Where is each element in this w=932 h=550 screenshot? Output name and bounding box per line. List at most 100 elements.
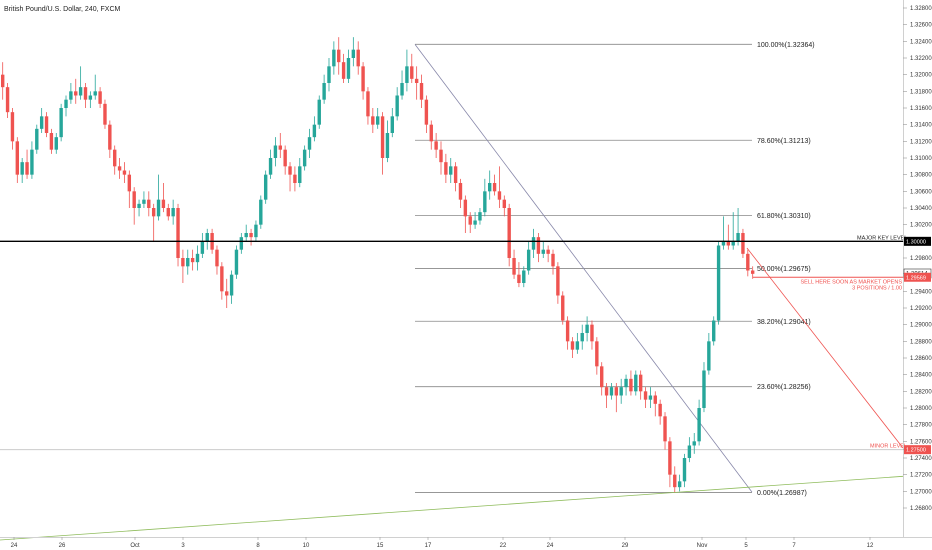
candle (44, 112, 49, 138)
candle-body (526, 249, 531, 271)
time-axis[interactable]: 24 26 Oct 3 8 10 15 17 22 24 29 Nov 5 7 12 (11, 537, 874, 549)
candle (327, 58, 331, 92)
candle (677, 474, 682, 492)
candle (492, 174, 497, 196)
candle-body (712, 320, 716, 342)
time-tick-label: 24 (547, 543, 554, 549)
price-tick: 1.32000 (903, 73, 932, 79)
candle-body (1, 74, 5, 88)
time-tick-label: Nov (697, 543, 708, 549)
candle (565, 316, 570, 350)
candle (307, 128, 312, 158)
candle (741, 228, 745, 258)
price-tick: 1.29400 (903, 289, 932, 295)
price-tick-label: 1.28800 (910, 339, 932, 345)
price-tick-label: 1.32800 (910, 6, 932, 12)
candle-body (54, 137, 58, 150)
candle (726, 224, 731, 250)
price-tick-label: 1.27800 (910, 423, 932, 429)
candle (449, 158, 453, 183)
candle (395, 87, 399, 121)
falling-trendline (414, 44, 753, 493)
candle-body (478, 212, 482, 221)
sell-note-line-2: 3 POSITIONS / 1.00 (852, 285, 902, 291)
candle-body (171, 208, 175, 217)
price-tick-label: 1.28600 (910, 356, 932, 362)
price-tick-label: 1.29400 (910, 289, 932, 295)
candle-body (20, 162, 24, 175)
time-tick: 5 (744, 537, 748, 549)
candle (346, 49, 351, 83)
candle (512, 249, 516, 279)
candle-body (215, 249, 219, 267)
candle (249, 228, 253, 246)
candle (263, 170, 268, 204)
candle (74, 78, 78, 104)
candle (551, 249, 555, 275)
price-tick-label: 1.31000 (910, 156, 932, 162)
price-tick-label: 1.28200 (910, 389, 932, 395)
candle (302, 145, 307, 171)
candle-body (716, 245, 721, 321)
candle (531, 228, 536, 258)
chart-title: British Pound/U.S. Dollar, 240, FXCM (4, 6, 120, 13)
candle (361, 62, 365, 100)
price-tick-label: 1.29200 (910, 306, 932, 312)
candle-body (682, 458, 687, 482)
candle-body (375, 116, 380, 125)
price-tick-label: 1.30800 (910, 173, 932, 179)
price-tick: 1.27800 (903, 423, 932, 429)
candle-body (293, 174, 297, 183)
candle (283, 145, 287, 175)
price-tick-label: 1.27600 (910, 439, 932, 445)
candle-body (10, 112, 15, 142)
candle (39, 108, 44, 133)
candle-body (522, 270, 526, 283)
candles-layer (1, 37, 755, 493)
candle-body (181, 258, 185, 267)
candle (366, 87, 370, 125)
candle (317, 95, 321, 129)
candle-body (595, 341, 599, 367)
candle-body (439, 149, 443, 163)
candle (108, 120, 112, 158)
candle-body (74, 91, 78, 96)
candle-body (307, 137, 312, 150)
candle (643, 387, 648, 408)
candle (619, 378, 623, 404)
candle-body (721, 241, 726, 246)
candle (434, 133, 438, 158)
price-tick: 1.32800 (903, 6, 932, 12)
candle-body (419, 83, 424, 100)
candle (658, 399, 662, 425)
major-key-level-label: MAJOR KEY LEVEL (857, 235, 907, 241)
candle (405, 49, 409, 92)
candle-body (190, 258, 195, 263)
price-tick: 1.31800 (903, 89, 932, 95)
candle-body (648, 395, 653, 400)
price-tick: 1.27400 (903, 456, 932, 462)
candle-body (254, 224, 258, 238)
candle (473, 212, 477, 229)
candle (137, 199, 141, 217)
price-tick-label: 1.32200 (910, 56, 932, 62)
price-tick: 1.28200 (903, 389, 932, 395)
candle (624, 374, 628, 396)
candle-body (687, 445, 692, 458)
candle (638, 370, 643, 400)
candle (600, 362, 604, 396)
candle-body (405, 66, 409, 83)
time-tick: 26 (59, 537, 66, 549)
candle-body (570, 341, 575, 350)
candle (371, 108, 375, 133)
candle-body (78, 87, 83, 96)
candle-body (35, 128, 39, 150)
candle (337, 37, 341, 75)
price-axis[interactable]: 1.32800 1.32600 1.32400 1.32200 1.32000 1.318… (903, 6, 932, 512)
candle-body (5, 87, 10, 113)
candle-body (225, 291, 229, 296)
candle-body (88, 95, 93, 100)
candle (15, 137, 20, 183)
candle (113, 145, 117, 175)
